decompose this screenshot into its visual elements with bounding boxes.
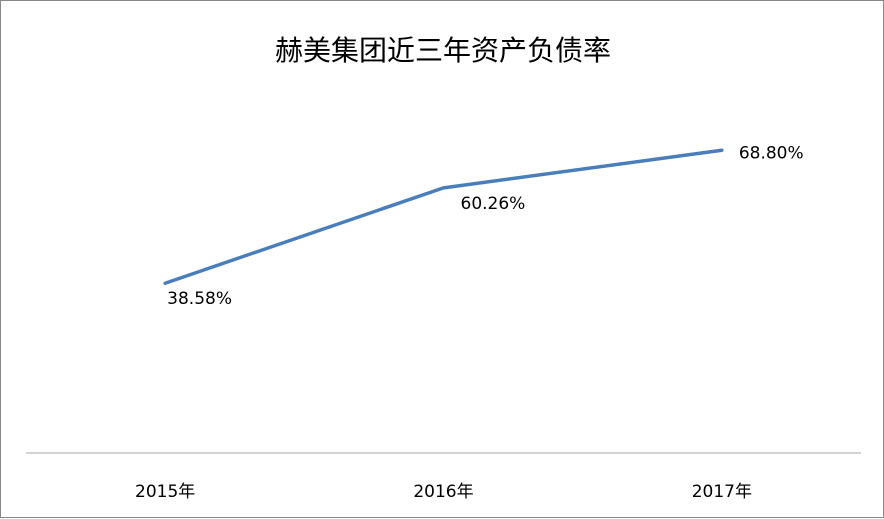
series-line	[163, 148, 724, 285]
data-label: 60.26%	[461, 194, 526, 214]
data-label: 68.80%	[739, 143, 804, 163]
x-tick-label: 2016年	[413, 482, 473, 502]
x-tick-label: 2017年	[692, 482, 752, 502]
chart-title: 赫美集团近三年资产负债率	[274, 34, 611, 67]
x-tick-label: 2015年	[135, 482, 195, 502]
data-label: 38.58%	[167, 289, 232, 309]
